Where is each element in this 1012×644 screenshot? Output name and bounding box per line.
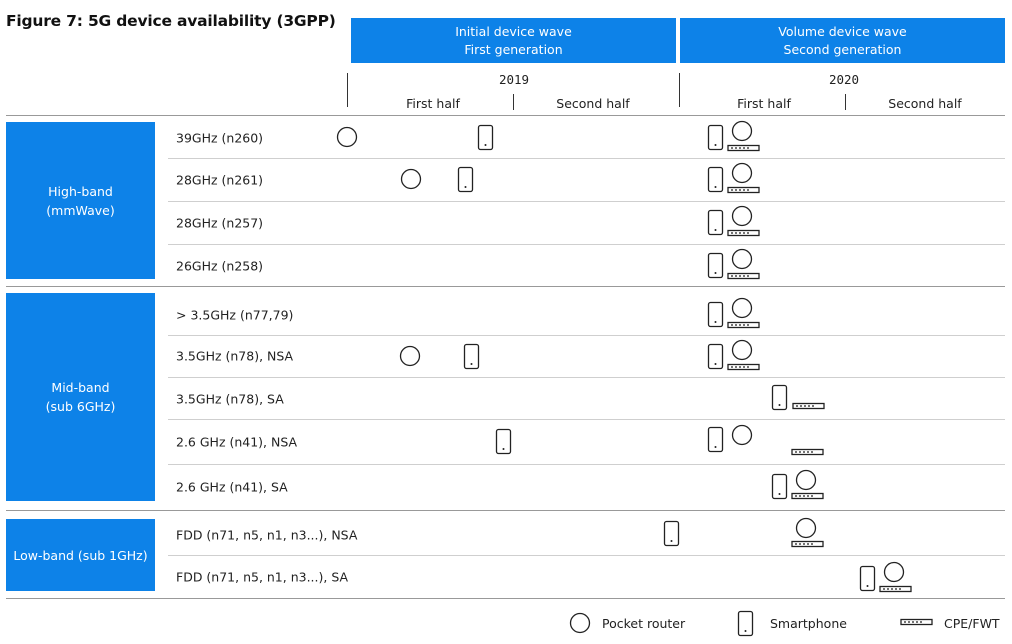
row-label: 2.6 GHz (n41), SA <box>176 479 288 495</box>
table-bottom-rule <box>6 598 1005 599</box>
wave-line1: Volume device wave <box>778 24 907 39</box>
row-label: 3.5GHz (n78), SA <box>176 391 284 407</box>
band-separator <box>6 510 1005 511</box>
smartphone-icon <box>663 520 680 547</box>
smartphone-icon <box>771 473 788 500</box>
row-label: FDD (n71, n5, n1, n3...), SA <box>176 569 349 585</box>
pocket-router-icon <box>731 120 753 142</box>
figure-title: Figure 7: 5G device availability (3GPP) <box>6 12 336 30</box>
band-label: High-band <box>48 183 113 199</box>
cpe-icon <box>791 540 824 548</box>
smartphone-icon <box>495 428 512 455</box>
smartphone-icon <box>707 166 724 193</box>
cpe-icon <box>727 144 760 152</box>
smartphone-icon <box>477 124 494 151</box>
band-low: Low-band (sub 1GHz) <box>6 519 155 591</box>
smartphone-icon <box>859 565 876 592</box>
cpe-icon <box>727 321 760 329</box>
row-label: 39GHz (n260) <box>176 130 264 146</box>
cpe-icon <box>879 585 912 593</box>
legend-smartphone-label: Smartphone <box>770 616 847 631</box>
band-separator <box>6 286 1005 287</box>
year-2019: 2019 <box>498 72 530 87</box>
header-rule <box>6 115 1005 116</box>
smartphone-icon <box>707 343 724 370</box>
pocket-router-icon <box>731 248 753 270</box>
half-label: First half <box>406 96 460 111</box>
legend-cpe-label: CPE/FWT <box>944 616 1000 631</box>
wave-line2: First generation <box>464 42 563 57</box>
cpe-icon <box>791 492 824 500</box>
cpe-icon <box>791 448 824 456</box>
smartphone-icon <box>707 124 724 151</box>
row-label: 3.5GHz (n78), NSA <box>176 348 294 364</box>
half-label: Second half <box>888 96 962 111</box>
year-divider <box>679 73 680 107</box>
smartphone-icon <box>707 301 724 328</box>
pocket-router-icon <box>731 297 753 319</box>
band-label: Low-band (sub 1GHz) <box>13 547 148 563</box>
pocket-router-icon <box>731 205 753 227</box>
smartphone-icon <box>771 384 788 411</box>
row-label: 2.6 GHz (n41), NSA <box>176 434 298 450</box>
row-separator <box>168 201 1005 202</box>
cpe-icon <box>727 229 760 237</box>
wave-line1: Initial device wave <box>455 24 572 39</box>
row-label: > 3.5GHz (n77,79) <box>176 307 294 323</box>
cpe-icon <box>727 186 760 194</box>
pocket-router-icon <box>795 469 817 491</box>
band-high: High-band (mmWave) <box>6 122 155 279</box>
initial-wave-header: Initial device wave First generation <box>351 18 676 63</box>
pocket-router-icon <box>795 517 817 539</box>
smartphone-icon <box>707 426 724 453</box>
half-label: Second half <box>556 96 630 111</box>
smartphone-icon <box>707 209 724 236</box>
half-label: First half <box>737 96 791 111</box>
half-divider-2020 <box>845 94 846 110</box>
row-label: FDD (n71, n5, n1, n3...), NSA <box>176 527 358 543</box>
row-separator <box>168 335 1005 336</box>
cpe-icon <box>727 363 760 371</box>
pocket-router-icon <box>731 339 753 361</box>
pocket-router-icon <box>883 561 905 583</box>
cpe-icon <box>792 402 825 410</box>
row-separator <box>168 377 1005 378</box>
legend-pocket-router-label: Pocket router <box>602 616 686 631</box>
row-label: 28GHz (n261) <box>176 172 264 188</box>
row-separator <box>168 464 1005 465</box>
band-mid: Mid-band (sub 6GHz) <box>6 293 155 501</box>
row-label: 26GHz (n258) <box>176 258 264 274</box>
band-label: (sub 6GHz) <box>45 399 116 414</box>
row-separator <box>168 158 1005 159</box>
row-separator <box>168 555 1005 556</box>
band-label: Mid-band <box>51 380 110 395</box>
timeline-start-divider <box>347 73 348 107</box>
wave-line2: Second generation <box>783 42 902 57</box>
band-label: (mmWave) <box>46 202 115 218</box>
year-2020: 2020 <box>828 72 860 87</box>
legend-smartphone-icon <box>737 610 754 637</box>
volume-wave-header: Volume device wave Second generation <box>680 18 1005 63</box>
smartphone-icon <box>707 252 724 279</box>
legend-pocket-router-icon <box>569 612 591 634</box>
smartphone-icon <box>457 166 474 193</box>
pocket-router-icon <box>399 345 421 367</box>
pocket-router-icon <box>336 126 358 148</box>
row-label: 28GHz (n257) <box>176 215 264 231</box>
legend-cpe-icon <box>900 618 933 626</box>
row-separator <box>168 419 1005 420</box>
cpe-icon <box>727 272 760 280</box>
pocket-router-icon <box>400 168 422 190</box>
row-separator <box>168 244 1005 245</box>
pocket-router-icon <box>731 424 753 446</box>
smartphone-icon <box>463 343 480 370</box>
half-divider-2019 <box>513 94 514 110</box>
pocket-router-icon <box>731 162 753 184</box>
